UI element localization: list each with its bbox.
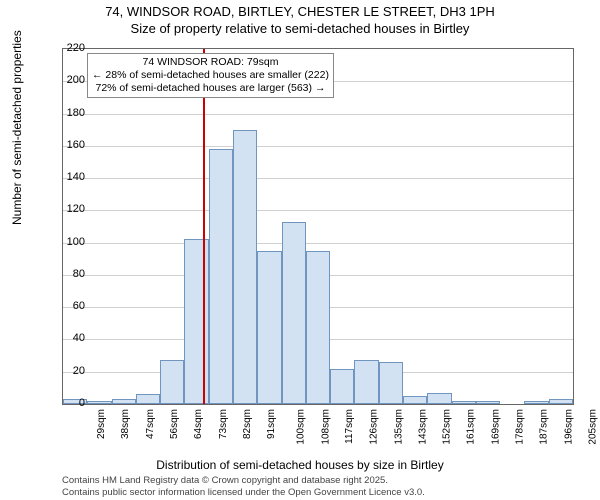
histogram-bar xyxy=(427,393,451,404)
histogram-bar xyxy=(549,399,573,404)
annotation-line: ← 28% of semi-detached houses are smalle… xyxy=(92,69,329,82)
histogram-bar xyxy=(257,251,281,404)
y-tick-label: 200 xyxy=(55,74,85,86)
y-axis-label: Number of semi-detached properties xyxy=(10,30,24,225)
x-tick-label: 126sqm xyxy=(369,409,380,445)
x-tick-label: 178sqm xyxy=(515,409,526,445)
y-tick-label: 40 xyxy=(55,332,85,344)
gridline xyxy=(63,210,573,211)
x-tick-label: 100sqm xyxy=(296,409,307,445)
histogram-bar xyxy=(379,362,403,404)
annotation-line: 72% of semi-detached houses are larger (… xyxy=(92,82,329,95)
y-tick-label: 160 xyxy=(55,139,85,151)
plot-area: 74 WINDSOR ROAD: 79sqm← 28% of semi-deta… xyxy=(62,48,574,405)
gridline xyxy=(63,178,573,179)
x-tick-label: 187sqm xyxy=(539,409,550,445)
histogram-bar xyxy=(306,251,330,404)
histogram-bar xyxy=(87,401,111,404)
gridline xyxy=(63,146,573,147)
histogram-bar xyxy=(282,222,306,404)
footer-line-1: Contains HM Land Registry data © Crown c… xyxy=(62,475,425,486)
histogram-bar xyxy=(233,130,257,404)
chart-title: 74, WINDSOR ROAD, BIRTLEY, CHESTER LE ST… xyxy=(0,0,600,21)
x-tick-label: 152sqm xyxy=(442,409,453,445)
reference-line xyxy=(203,49,205,404)
y-tick-label: 0 xyxy=(55,397,85,409)
y-tick-label: 220 xyxy=(55,42,85,54)
annotation-box: 74 WINDSOR ROAD: 79sqm← 28% of semi-deta… xyxy=(87,53,334,98)
histogram-bar xyxy=(524,401,548,404)
gridline xyxy=(63,114,573,115)
y-tick-label: 180 xyxy=(55,107,85,119)
x-tick-label: 169sqm xyxy=(490,409,501,445)
y-tick-label: 20 xyxy=(55,365,85,377)
footer-attribution: Contains HM Land Registry data © Crown c… xyxy=(62,475,425,498)
x-tick-label: 73sqm xyxy=(218,409,229,439)
x-tick-label: 205sqm xyxy=(587,409,598,445)
y-tick-label: 120 xyxy=(55,203,85,215)
x-tick-label: 135sqm xyxy=(393,409,404,445)
y-tick-label: 140 xyxy=(55,171,85,183)
histogram-bar xyxy=(209,149,233,404)
footer-line-2: Contains public sector information licen… xyxy=(62,487,425,498)
y-tick-label: 80 xyxy=(55,268,85,280)
x-tick-label: 196sqm xyxy=(563,409,574,445)
histogram-bar xyxy=(476,401,500,404)
histogram-bar xyxy=(452,401,476,404)
histogram-bar xyxy=(330,369,354,405)
x-tick-label: 29sqm xyxy=(96,409,107,439)
histogram-bar xyxy=(403,396,427,404)
x-tick-label: 64sqm xyxy=(193,409,204,439)
x-tick-label: 91sqm xyxy=(266,409,277,439)
annotation-line: 74 WINDSOR ROAD: 79sqm xyxy=(92,56,329,69)
x-tick-label: 47sqm xyxy=(145,409,156,439)
x-tick-label: 56sqm xyxy=(169,409,180,439)
histogram-bar xyxy=(112,399,136,404)
chart-subtitle: Size of property relative to semi-detach… xyxy=(0,21,600,36)
x-axis-label: Distribution of semi-detached houses by … xyxy=(0,458,600,472)
x-tick-label: 117sqm xyxy=(344,409,355,444)
x-tick-label: 38sqm xyxy=(120,409,131,439)
gridline xyxy=(63,243,573,244)
x-tick-label: 143sqm xyxy=(417,409,428,445)
x-tick-label: 161sqm xyxy=(466,409,477,445)
histogram-bar xyxy=(136,394,160,404)
y-tick-label: 60 xyxy=(55,300,85,312)
y-tick-label: 100 xyxy=(55,236,85,248)
histogram-bar xyxy=(160,360,184,404)
histogram-bar xyxy=(354,360,378,404)
chart-container: 74, WINDSOR ROAD, BIRTLEY, CHESTER LE ST… xyxy=(0,0,600,500)
x-tick-label: 108sqm xyxy=(320,409,331,445)
x-tick-label: 82sqm xyxy=(242,409,253,439)
